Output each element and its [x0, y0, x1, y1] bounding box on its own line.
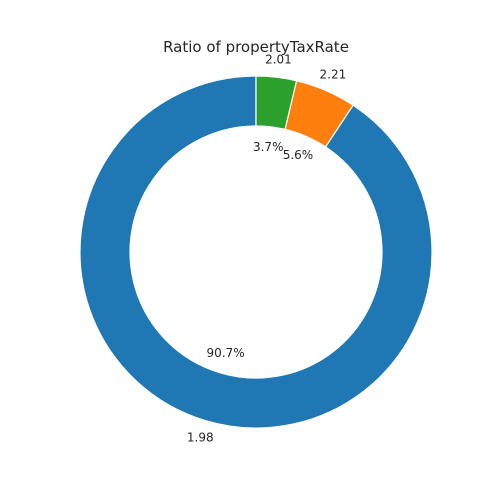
- slice-percent-2-01: 3.7%: [253, 140, 284, 154]
- slice-percent-2-21: 5.6%: [283, 148, 314, 162]
- slices-layer: [79, 75, 433, 429]
- chart-title: Ratio of propertyTaxRate: [163, 38, 349, 56]
- slice-label-1-98: 1.98: [187, 430, 214, 444]
- slice-label-2-21: 2.21: [320, 67, 347, 81]
- labels-layer: 1.98 90.7% 2.21 5.6% 2.01 3.7%: [187, 53, 346, 445]
- slice-percent-1-98: 90.7%: [207, 346, 245, 360]
- slice-label-2-01: 2.01: [265, 53, 292, 67]
- slice-2-01: [255, 75, 298, 131]
- slice-1-98: [79, 75, 433, 429]
